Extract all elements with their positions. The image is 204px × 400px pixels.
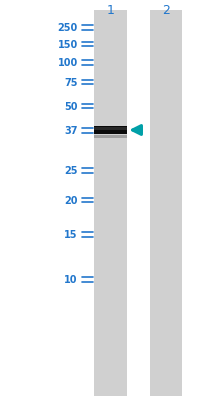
- Text: 25: 25: [64, 166, 78, 176]
- Text: 1: 1: [106, 4, 114, 17]
- Text: 50: 50: [64, 102, 78, 112]
- Text: 20: 20: [64, 196, 78, 206]
- Text: 150: 150: [57, 40, 78, 50]
- Text: 15: 15: [64, 230, 78, 240]
- Text: 10: 10: [64, 275, 78, 285]
- Text: 37: 37: [64, 126, 78, 136]
- Bar: [94, 10, 126, 396]
- Text: 100: 100: [57, 58, 78, 68]
- Text: 75: 75: [64, 78, 78, 88]
- Bar: [94, 127, 126, 130]
- Text: 250: 250: [57, 23, 78, 33]
- Bar: [94, 135, 126, 138]
- Bar: [94, 126, 126, 134]
- Bar: [149, 10, 182, 396]
- Text: 2: 2: [161, 4, 169, 17]
